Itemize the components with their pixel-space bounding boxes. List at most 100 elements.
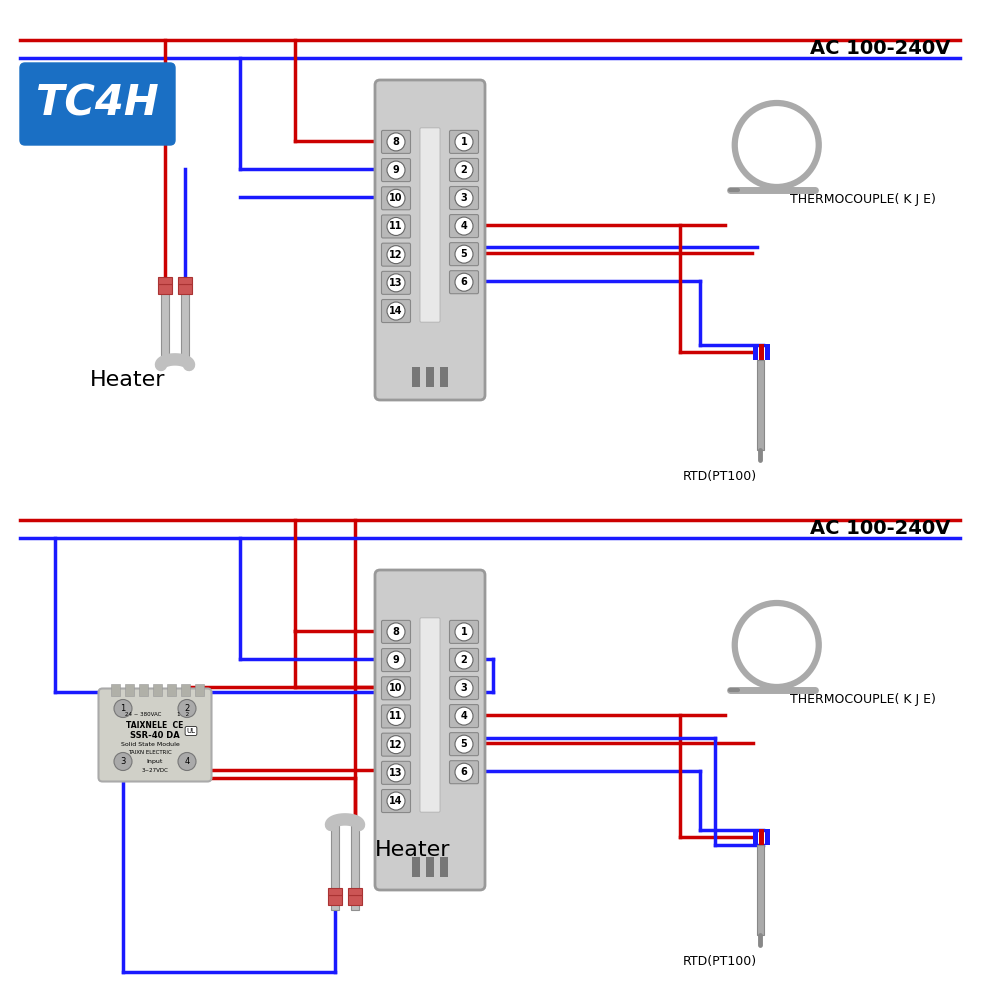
- Text: Heater: Heater: [375, 840, 450, 860]
- FancyBboxPatch shape: [382, 159, 411, 182]
- Text: 3: 3: [461, 683, 467, 693]
- FancyBboxPatch shape: [450, 705, 479, 728]
- Bar: [440, 857, 448, 877]
- Text: 24 ~ 380VAC: 24 ~ 380VAC: [125, 712, 161, 718]
- Bar: [124, 684, 134, 696]
- FancyBboxPatch shape: [382, 243, 411, 266]
- FancyBboxPatch shape: [382, 620, 411, 643]
- FancyBboxPatch shape: [450, 733, 479, 756]
- Bar: [178, 284, 192, 294]
- Text: RTD(PT100): RTD(PT100): [683, 470, 757, 483]
- Circle shape: [387, 274, 405, 292]
- Text: TAIXN ELECTRIC: TAIXN ELECTRIC: [128, 750, 172, 754]
- Text: TC4H: TC4H: [36, 83, 158, 125]
- Bar: [110, 684, 120, 696]
- Text: TAIXNELE  CE: TAIXNELE CE: [126, 720, 184, 730]
- Text: 4: 4: [461, 221, 467, 231]
- Circle shape: [387, 651, 405, 669]
- Circle shape: [178, 752, 196, 770]
- Text: 1: 1: [461, 137, 467, 147]
- Text: 12: 12: [389, 740, 403, 750]
- Circle shape: [455, 707, 473, 725]
- Text: SSR-40 DA: SSR-40 DA: [130, 730, 180, 740]
- Circle shape: [178, 700, 196, 718]
- Text: 3: 3: [120, 757, 126, 766]
- Bar: [348, 895, 362, 905]
- FancyBboxPatch shape: [450, 187, 479, 210]
- Bar: [328, 888, 342, 895]
- Circle shape: [387, 707, 405, 725]
- Circle shape: [114, 752, 132, 770]
- FancyBboxPatch shape: [382, 733, 411, 756]
- Text: 5: 5: [461, 249, 467, 259]
- Text: 13: 13: [389, 768, 403, 778]
- Text: Input: Input: [147, 760, 163, 764]
- FancyBboxPatch shape: [382, 300, 411, 323]
- FancyBboxPatch shape: [450, 158, 479, 181]
- Text: 1   2: 1 2: [177, 712, 189, 718]
- Bar: [138, 684, 148, 696]
- Circle shape: [114, 700, 132, 718]
- Text: 8: 8: [393, 137, 399, 147]
- FancyBboxPatch shape: [450, 215, 479, 238]
- Circle shape: [455, 763, 473, 781]
- Bar: [765, 829, 770, 845]
- Text: 14: 14: [389, 306, 403, 316]
- FancyBboxPatch shape: [382, 187, 411, 210]
- Bar: [328, 895, 342, 905]
- Text: 10: 10: [389, 193, 403, 203]
- FancyBboxPatch shape: [450, 243, 479, 266]
- FancyBboxPatch shape: [382, 790, 411, 813]
- Text: Solid State Module: Solid State Module: [121, 742, 179, 746]
- Circle shape: [387, 189, 405, 207]
- Bar: [158, 277, 172, 284]
- Bar: [426, 857, 434, 877]
- FancyBboxPatch shape: [450, 620, 479, 643]
- Text: 4: 4: [461, 711, 467, 721]
- Text: 9: 9: [393, 165, 399, 175]
- Text: 8: 8: [393, 627, 399, 637]
- Text: THERMOCOUPLE( K J E): THERMOCOUPLE( K J E): [790, 694, 936, 706]
- Text: 5: 5: [461, 739, 467, 749]
- Bar: [181, 280, 189, 365]
- Circle shape: [387, 217, 405, 235]
- Bar: [161, 280, 169, 365]
- Bar: [180, 684, 190, 696]
- Circle shape: [455, 679, 473, 697]
- Circle shape: [387, 133, 405, 151]
- Text: 6: 6: [461, 277, 467, 287]
- FancyBboxPatch shape: [382, 215, 411, 238]
- Text: Heater: Heater: [90, 370, 166, 390]
- Bar: [757, 360, 764, 450]
- Text: 4: 4: [184, 757, 190, 766]
- FancyBboxPatch shape: [450, 271, 479, 294]
- Text: 6: 6: [461, 767, 467, 777]
- Bar: [351, 825, 359, 910]
- Text: RTD(PT100): RTD(PT100): [683, 955, 757, 968]
- Bar: [158, 284, 172, 294]
- Bar: [348, 888, 362, 895]
- Text: 3: 3: [461, 193, 467, 203]
- FancyBboxPatch shape: [375, 80, 485, 400]
- Circle shape: [455, 623, 473, 641]
- Circle shape: [387, 623, 405, 641]
- Bar: [412, 857, 420, 877]
- Text: 13: 13: [389, 278, 403, 288]
- Circle shape: [455, 651, 473, 669]
- Text: 2: 2: [184, 704, 190, 713]
- FancyBboxPatch shape: [382, 705, 411, 728]
- Text: 12: 12: [389, 250, 403, 260]
- FancyBboxPatch shape: [382, 649, 411, 672]
- Circle shape: [387, 302, 405, 320]
- FancyBboxPatch shape: [450, 677, 479, 700]
- Bar: [331, 825, 339, 910]
- Bar: [152, 684, 162, 696]
- FancyBboxPatch shape: [382, 761, 411, 784]
- Bar: [759, 344, 764, 360]
- FancyBboxPatch shape: [20, 63, 175, 145]
- Text: 11: 11: [389, 711, 403, 721]
- Bar: [166, 684, 176, 696]
- Circle shape: [455, 735, 473, 753]
- Bar: [753, 829, 758, 845]
- Bar: [178, 277, 192, 284]
